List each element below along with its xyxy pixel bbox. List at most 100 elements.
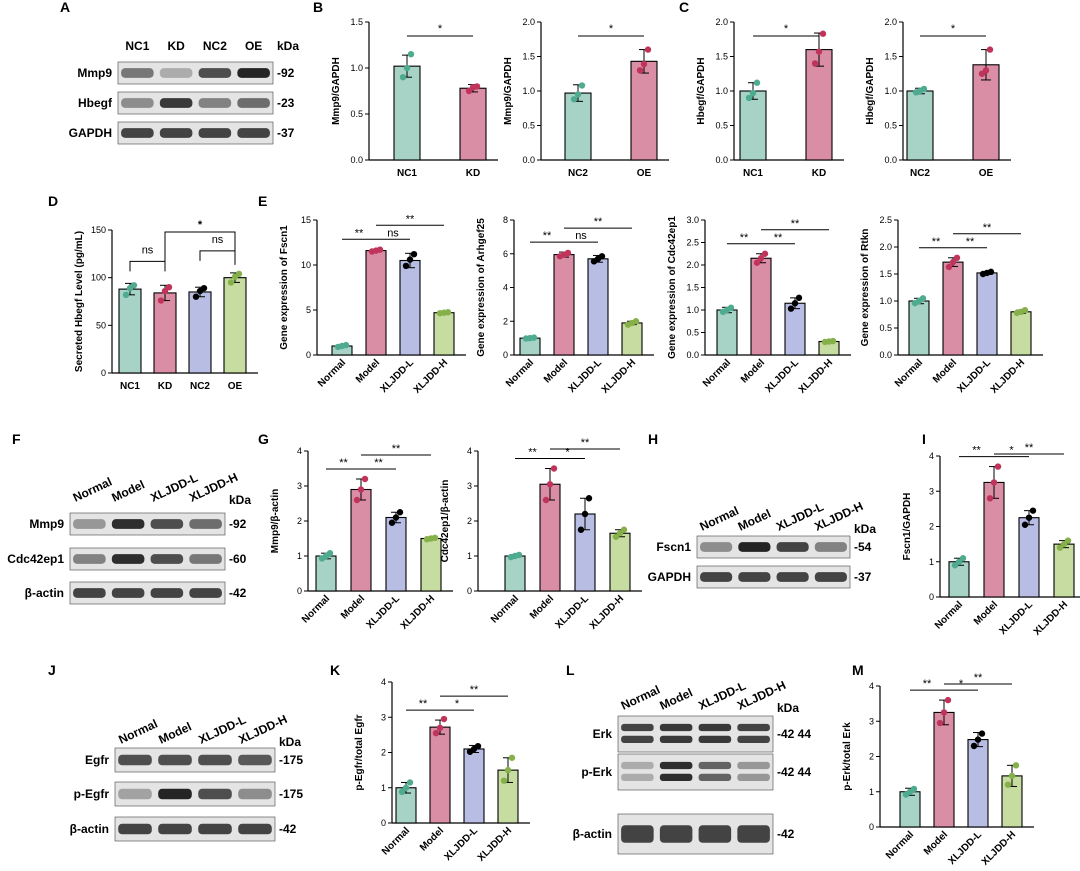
x-category-label: KD bbox=[812, 168, 826, 179]
blot-band bbox=[198, 788, 232, 800]
y-tick-label: 2 bbox=[869, 752, 874, 762]
x-category-label: OE bbox=[228, 381, 243, 392]
bar bbox=[621, 322, 643, 356]
bar bbox=[365, 250, 387, 356]
data-point bbox=[753, 259, 761, 266]
data-point bbox=[936, 719, 944, 727]
y-tick-label: 1 bbox=[297, 551, 302, 561]
bar bbox=[1018, 517, 1040, 598]
data-point bbox=[406, 779, 414, 786]
bar bbox=[153, 292, 177, 374]
data-point bbox=[388, 519, 396, 526]
x-category-label: XLJDD-H bbox=[980, 829, 1018, 867]
significance-bracket bbox=[164, 231, 236, 266]
significance-label: ** bbox=[406, 213, 415, 225]
blot-protein-label: β-actin bbox=[70, 822, 109, 836]
bar bbox=[118, 288, 142, 374]
y-axis-title: Gene expression of Cdc42ep1 bbox=[667, 216, 678, 359]
data-point bbox=[432, 729, 440, 737]
data-point bbox=[986, 46, 994, 53]
y-tick-label: 0 bbox=[467, 586, 472, 596]
blot-band bbox=[118, 788, 152, 800]
y-tick-label: 1 bbox=[467, 551, 472, 561]
data-point bbox=[338, 342, 346, 350]
y-tick-label: 10 bbox=[301, 260, 311, 270]
blot-band bbox=[737, 735, 770, 743]
data-point bbox=[986, 495, 994, 502]
data-point bbox=[787, 305, 795, 312]
blot-band bbox=[150, 519, 184, 529]
significance-label: ** bbox=[1025, 442, 1034, 454]
significance-label: ** bbox=[740, 232, 749, 244]
y-tick-label: 1 bbox=[381, 783, 386, 793]
x-category-label: XLJDD-H bbox=[1032, 599, 1070, 637]
data-point bbox=[753, 79, 761, 86]
x-category-label: Normal bbox=[893, 357, 925, 389]
y-tick-label: 0.5 bbox=[715, 121, 728, 131]
blot-band bbox=[111, 554, 145, 564]
x-category-label: Normal bbox=[489, 593, 521, 625]
blot-strip bbox=[117, 61, 274, 85]
y-tick-label: 2.0 bbox=[879, 242, 892, 252]
data-point bbox=[1025, 514, 1033, 521]
data-point bbox=[392, 514, 400, 521]
x-category-label: KD bbox=[466, 168, 480, 179]
data-point bbox=[594, 255, 602, 263]
x-category-label: Model bbox=[339, 593, 367, 621]
bar bbox=[433, 312, 455, 356]
y-tick-label: 50 bbox=[96, 320, 106, 330]
bar bbox=[504, 555, 526, 592]
data-point bbox=[407, 51, 415, 58]
data-point bbox=[1029, 507, 1037, 514]
x-category-label: Model bbox=[922, 829, 950, 857]
data-point bbox=[1004, 781, 1012, 788]
x-category-label: NC2 bbox=[910, 168, 930, 179]
blot-lane-label: NC1 bbox=[125, 39, 149, 53]
blot-band bbox=[198, 128, 232, 138]
x-category-label: XLJDD-H bbox=[797, 357, 835, 395]
y-tick-label: 0.0 bbox=[350, 155, 363, 165]
blot-strip bbox=[117, 91, 274, 115]
significance-label: ** bbox=[791, 218, 800, 230]
data-point bbox=[916, 87, 924, 95]
blot-kda-marker: -175 bbox=[279, 753, 303, 767]
x-category-label: OE bbox=[979, 168, 994, 179]
y-tick-label: 0.5 bbox=[879, 323, 892, 333]
y-axis-title: p-Erk/total Erk bbox=[842, 722, 853, 791]
y-tick-label: 1.0 bbox=[522, 86, 535, 96]
y-tick-label: 4 bbox=[929, 451, 934, 461]
x-category-label: XLJDD-L bbox=[955, 357, 993, 395]
y-axis-title: Gene expression of Rtkn bbox=[860, 229, 871, 347]
y-tick-label: 1.5 bbox=[350, 17, 363, 27]
blot-kda-marker: -92 bbox=[229, 517, 247, 531]
significance-label: ** bbox=[543, 230, 552, 242]
blot-lane-label: Model bbox=[156, 719, 193, 746]
bar bbox=[315, 555, 337, 592]
blot-band bbox=[776, 572, 809, 582]
y-tick-label: 2 bbox=[503, 316, 508, 326]
blot-band bbox=[238, 823, 272, 835]
y-tick-label: 3 bbox=[297, 481, 302, 491]
data-point bbox=[511, 552, 519, 560]
bar bbox=[942, 261, 964, 356]
blot-protein-label: β-actin bbox=[573, 827, 612, 841]
y-tick-label: 6 bbox=[503, 249, 508, 259]
blot-band bbox=[814, 542, 847, 552]
data-point bbox=[819, 30, 827, 37]
significance-label: * bbox=[565, 447, 570, 459]
significance-label: * bbox=[438, 23, 443, 35]
data-point bbox=[757, 255, 765, 262]
y-tick-label: 1.0 bbox=[879, 296, 892, 306]
significance-label: ns bbox=[142, 244, 154, 256]
blot-band bbox=[738, 572, 771, 582]
data-point bbox=[990, 479, 998, 486]
data-point bbox=[560, 251, 568, 258]
panel-letter-k: K bbox=[330, 662, 340, 678]
data-point bbox=[581, 510, 589, 518]
data-point bbox=[410, 251, 418, 258]
blot-band bbox=[159, 98, 193, 108]
blot-lane-label: Normal bbox=[116, 717, 159, 747]
y-tick-label: 0.5 bbox=[884, 121, 897, 131]
blot-protein-label: p-Erk bbox=[581, 765, 612, 779]
y-tick-label: 1.5 bbox=[884, 52, 897, 62]
